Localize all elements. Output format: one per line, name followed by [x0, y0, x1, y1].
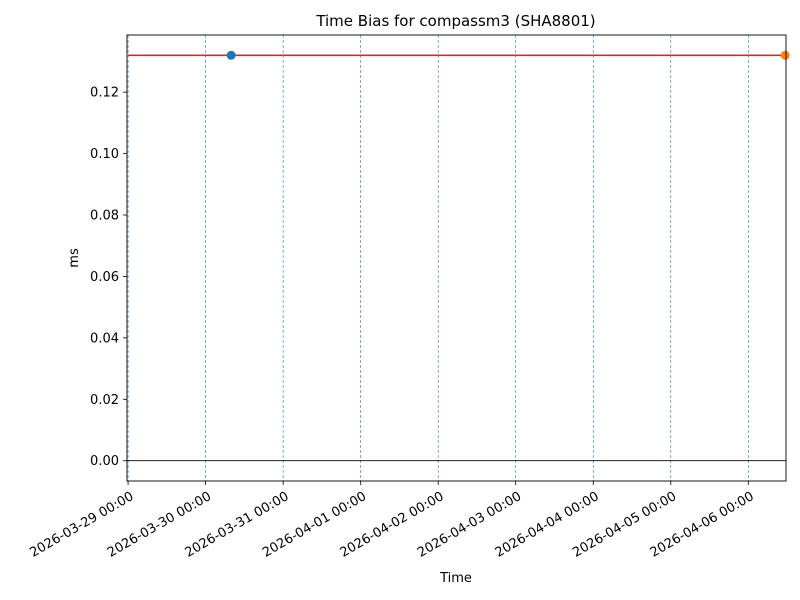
plot-frame [126, 34, 787, 482]
grid-lines [127, 35, 749, 481]
chart-title: Time Bias for compassm3 (SHA8801) [315, 12, 595, 30]
y-tick-label: 0.12 [90, 86, 119, 101]
y-tick-label: 0.08 [90, 208, 119, 223]
series-layer [127, 50, 790, 462]
x-axis-label: Time [439, 571, 472, 586]
plot-area-border [126, 34, 787, 482]
data-point-marker [226, 50, 236, 60]
y-tick-label: 0.02 [90, 393, 119, 408]
y-tick-label: 0.06 [90, 270, 119, 285]
y-tick-label: 0.00 [90, 454, 119, 469]
data-point-marker [780, 50, 790, 60]
y-axis-ticks: 0.00 0.02 0.04 0.06 0.08 0.10 0.12 [90, 86, 127, 469]
y-tick-label: 0.04 [90, 331, 119, 346]
y-axis-label: ms [67, 248, 82, 268]
y-tick-label: 0.10 [90, 147, 119, 162]
